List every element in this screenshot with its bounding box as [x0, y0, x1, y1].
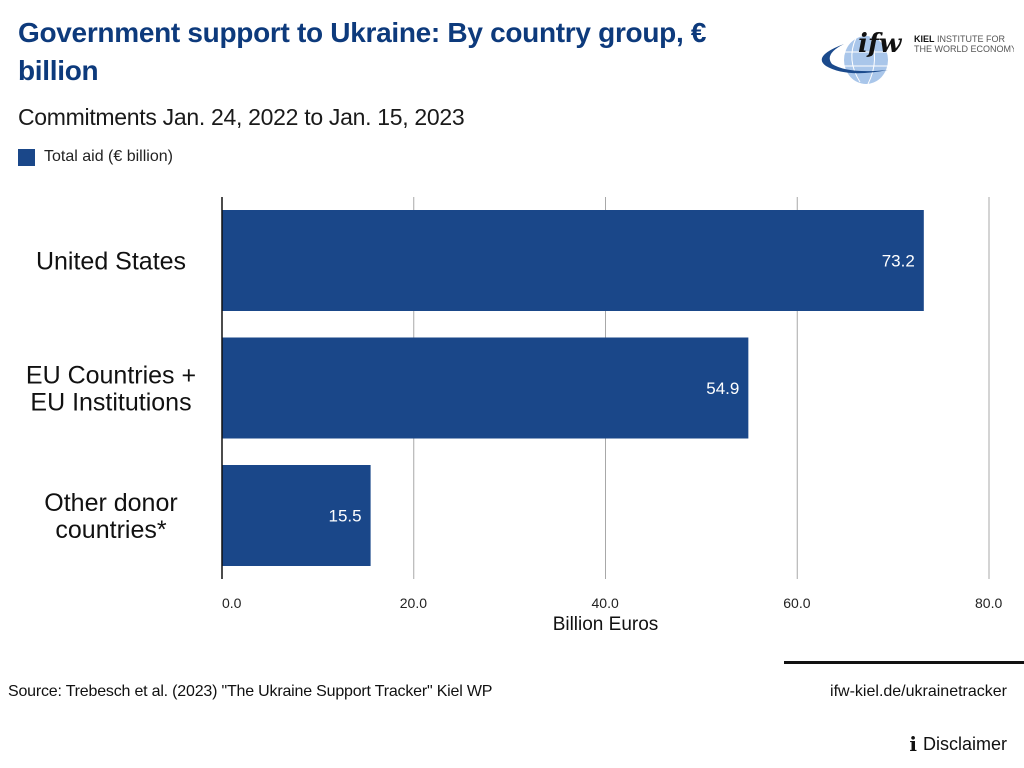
legend-swatch: [18, 148, 35, 166]
category-label: United States: [36, 248, 186, 276]
bar: [222, 337, 749, 439]
chart-title: Government support to Ukraine: By countr…: [18, 17, 707, 86]
disclaimer-button[interactable]: i Disclaimer: [909, 732, 1007, 756]
tracker-link[interactable]: ifw-kiel.de/ukrainetracker: [830, 683, 1007, 700]
legend: Total aid (€ billion): [18, 148, 173, 166]
category-label: EU Countries +: [26, 362, 196, 390]
logo-line2: THE WORLD ECONOMY: [914, 44, 1014, 54]
x-tick-label: 80.0: [975, 595, 1002, 611]
x-tick-label: 40.0: [592, 595, 619, 611]
bar: [222, 465, 371, 566]
bar: [222, 210, 924, 311]
logo-line1: INSTITUTE FOR: [935, 34, 1006, 44]
category-labels: United States EU Countries +EU Institutio…: [26, 248, 196, 545]
x-tick-label: 0.0: [222, 595, 242, 611]
x-tick-label: 60.0: [783, 595, 810, 611]
logo-kiel: KIEL: [914, 34, 935, 44]
chart-subtitle: Commitments Jan. 24, 2022 to Jan. 15, 20…: [18, 104, 465, 130]
x-tick-label: 20.0: [400, 595, 427, 611]
legend-label: Total aid (€ billion): [44, 148, 173, 165]
bar-chart: 73.2 54.9 15.5 United States EU Countries +…: [26, 197, 1002, 635]
category-label: Other donor: [44, 489, 177, 517]
bar-value-label: 54.9: [706, 379, 739, 398]
x-axis-title: Billion Euros: [553, 614, 659, 635]
category-label: EU Institutions: [30, 389, 191, 417]
bar-value-label: 73.2: [882, 252, 915, 271]
bar-value-label: 15.5: [329, 507, 362, 526]
disclaimer-label: Disclaimer: [922, 733, 1007, 754]
logo-mark: ifw: [858, 29, 903, 59]
x-tick-labels: 0.0 20.0 40.0 60.0 80.0: [222, 595, 1002, 611]
footer-rule: [784, 661, 1024, 664]
category-label: countries*: [55, 516, 166, 544]
ifw-logo: ifw KIEL INSTITUTE FOR THE WORLD ECONOMY: [821, 29, 1014, 85]
info-icon: i: [909, 732, 917, 756]
svg-text:KIEL INSTITUTE FOR: KIEL INSTITUTE FOR: [914, 34, 1006, 44]
source-note: Source: Trebesch et al. (2023) "The Ukra…: [8, 683, 493, 700]
bars: 73.2 54.9 15.5: [222, 210, 924, 566]
